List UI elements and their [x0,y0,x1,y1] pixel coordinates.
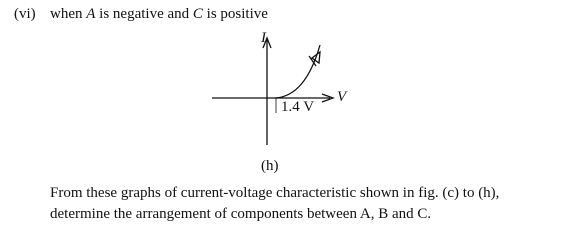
y-arrow [262,36,272,49]
y-axis-label: I [260,30,267,46]
figure-caption: (h) [261,158,279,174]
iv-graph [212,36,335,145]
heading-text: is negative and [95,6,192,22]
threshold-label: 1.4 V [281,99,314,115]
page: (vi) when A is negative and C is positiv… [14,6,499,222]
heading-text: when [50,6,86,22]
curve [274,44,321,99]
heading-var: A [85,6,96,22]
item-number: (vi) [14,6,36,22]
paragraph-line: determine the arrangement of components … [50,206,431,222]
x-axis-label: V [337,89,348,105]
paragraph-line: From these graphs of current-voltage cha… [50,185,499,201]
heading: when A is negative and C is positive [50,6,268,22]
diode-symbol [308,50,321,67]
heading-var: C [193,6,204,22]
x-arrow [321,93,335,103]
heading-text: is positive [203,6,268,22]
